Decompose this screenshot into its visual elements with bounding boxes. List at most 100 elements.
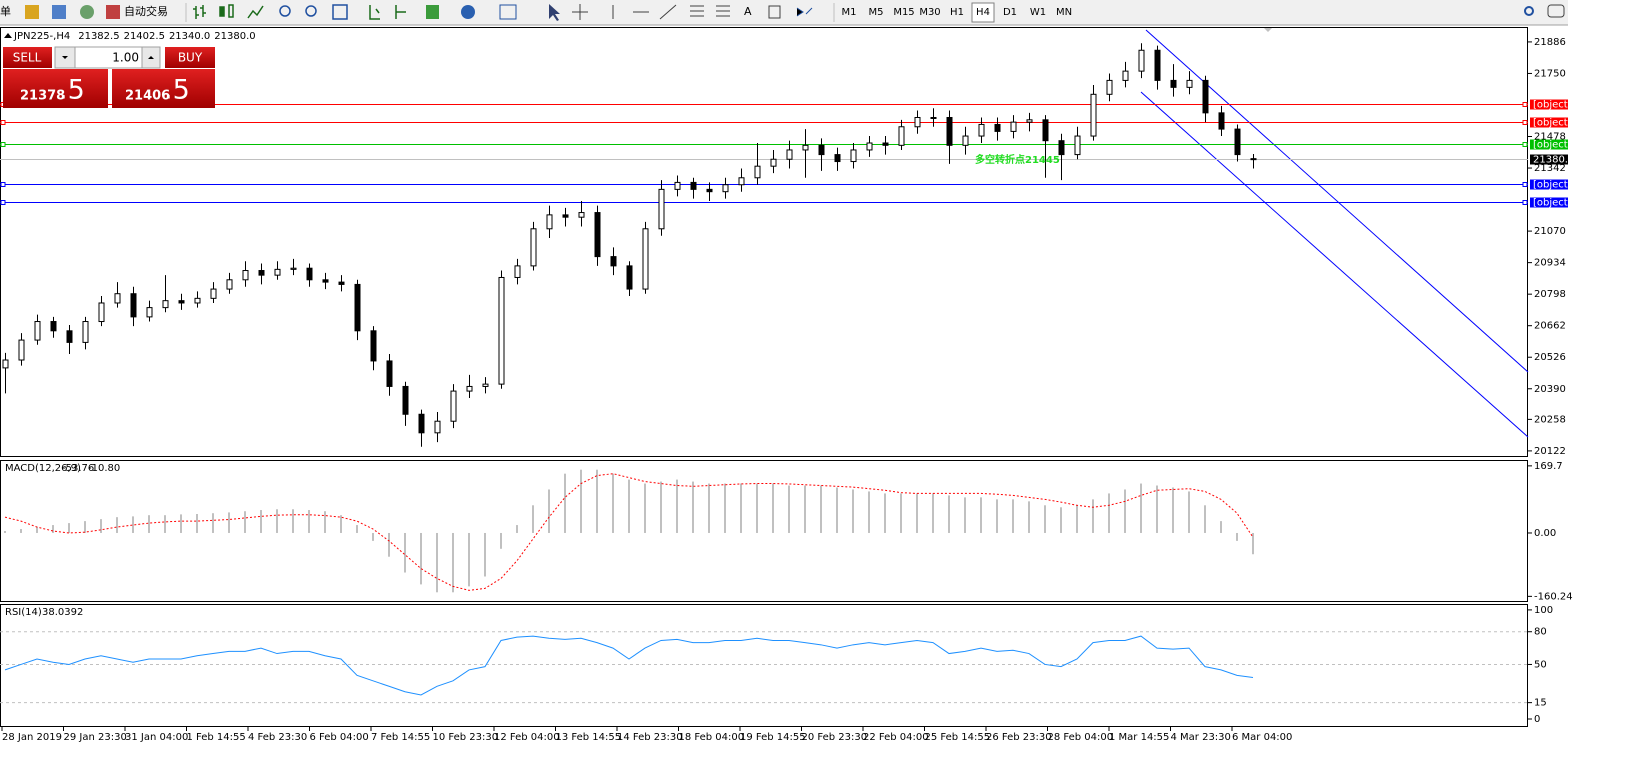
candle-body — [482, 383, 489, 387]
y-tick-label: 169.7 — [1534, 461, 1563, 472]
icon[interactable] — [52, 5, 66, 19]
buy-price-box[interactable] — [112, 69, 215, 108]
candle-body — [66, 330, 73, 343]
x-tick-label: 28 Feb 04:00 — [1048, 732, 1114, 743]
sell-price-fraction[interactable]: .5 — [59, 75, 85, 106]
cursor-icon[interactable] — [549, 4, 560, 21]
timeframe-button[interactable]: M5 — [869, 7, 884, 18]
sell-button[interactable] — [3, 47, 52, 68]
buy-label[interactable]: BUY — [178, 51, 203, 65]
timeframe-button[interactable]: H4 — [976, 7, 990, 18]
y-tick-label: -160.24 — [1534, 591, 1573, 602]
candle-body — [210, 288, 217, 299]
candle-body — [722, 184, 729, 193]
level-handle — [1522, 102, 1528, 107]
candle-body — [802, 144, 809, 151]
sell-price[interactable]: 21378 — [20, 89, 65, 104]
candle-body — [898, 126, 905, 146]
candle-body — [34, 321, 41, 341]
dropdown-arrow — [62, 56, 68, 59]
candle-body — [530, 228, 537, 267]
icon[interactable] — [395, 5, 406, 19]
shift-marker — [1264, 28, 1272, 32]
candle-body — [338, 281, 345, 285]
crosshair-icon[interactable] — [572, 4, 588, 20]
label-tool[interactable] — [768, 5, 781, 19]
x-tick-label: 25 Feb 14:55 — [925, 732, 991, 743]
icon[interactable] — [279, 5, 291, 17]
macd-panel: MACD(12,26,9)-53.76-10.80 169.7 0.00 -160.2… — [4, 461, 1573, 602]
search-icon[interactable] — [1524, 6, 1534, 16]
y-tick-label: 20798 — [1534, 289, 1566, 300]
candle-body — [1074, 135, 1081, 156]
icon[interactable] — [369, 5, 380, 20]
timeframe-button[interactable]: M30 — [919, 7, 940, 18]
buy-button[interactable] — [165, 47, 215, 68]
candle-body — [162, 300, 169, 309]
panel-toggle[interactable] — [4, 33, 12, 38]
line-tools[interactable] — [612, 4, 730, 20]
arrow-tool[interactable] — [796, 7, 813, 17]
header-value: 21340.0 — [169, 31, 210, 42]
icon[interactable] — [461, 5, 475, 19]
candle-body — [258, 270, 265, 276]
y-tick-label: 20258 — [1534, 414, 1566, 425]
timeframe-button[interactable]: M1 — [842, 7, 857, 18]
icon[interactable] — [499, 4, 517, 20]
buy-price-fraction[interactable]: .5 — [164, 75, 190, 106]
channel-line[interactable] — [1145, 29, 1529, 373]
icon[interactable] — [80, 5, 94, 19]
timeframe-button[interactable]: MN — [1056, 7, 1072, 18]
icon[interactable] — [228, 4, 234, 18]
x-tick-label: 7 Feb 14:55 — [371, 732, 430, 743]
header-value: 21382.5 — [78, 31, 119, 42]
icon[interactable] — [426, 5, 439, 19]
candle-body — [1010, 121, 1017, 132]
x-tick-label: 1 Mar 14:55 — [1109, 732, 1169, 743]
y-tick-label: 0 — [1534, 714, 1540, 725]
timeframe-button[interactable]: H1 — [950, 7, 964, 18]
y-tick-label: 20122 — [1534, 446, 1566, 457]
level-label-bg — [1530, 139, 1568, 150]
lot-value[interactable]: 1.00 — [112, 51, 139, 65]
level-handle — [0, 200, 6, 205]
x-tick-label: 13 Feb 14:55 — [556, 732, 622, 743]
candle-body — [834, 154, 841, 163]
icon[interactable] — [219, 6, 225, 17]
autotrade-label[interactable]: 自动交易 — [124, 4, 168, 18]
icon[interactable] — [332, 4, 348, 20]
main-chart: 21886 21750 21478 21342 21070 20934 20798 20662… — [0, 37, 1607, 457]
icon[interactable] — [193, 5, 206, 19]
icon[interactable] — [106, 5, 120, 19]
timeframe-button[interactable]: M15 — [893, 7, 914, 18]
menu-label[interactable]: 单 — [0, 5, 11, 18]
sell-label[interactable]: SELL — [13, 51, 42, 65]
chat-icon[interactable] — [1547, 4, 1565, 18]
channel-line[interactable] — [1140, 91, 1529, 438]
one-click-trading: SELL 1.00 BUY 21378 .5 21406 .5 — [3, 46, 215, 108]
candle-body — [546, 214, 553, 230]
y-tick-label: 21886 — [1534, 37, 1566, 48]
annotation: 多空转折点21445 — [975, 153, 1060, 166]
timeframe-button[interactable]: D1 — [1003, 7, 1017, 18]
candle-body — [914, 116, 921, 128]
candle-body — [674, 181, 681, 190]
icon[interactable] — [305, 5, 317, 17]
icon[interactable] — [25, 5, 39, 19]
level-handle — [0, 120, 6, 125]
icon[interactable] — [247, 5, 264, 19]
chart-type-icons[interactable] — [193, 4, 406, 20]
candle-body — [178, 300, 185, 304]
candle-body — [242, 270, 249, 281]
candle-body — [306, 267, 313, 281]
level-label-bg — [1530, 117, 1568, 128]
buy-price[interactable]: 21406 — [125, 89, 170, 104]
sell-price-box[interactable] — [3, 69, 108, 108]
x-tick-label: 28 Jan 2019 — [2, 732, 62, 743]
timeframe-button[interactable]: W1 — [1030, 7, 1046, 18]
candle-body — [466, 385, 473, 392]
candle-body — [626, 265, 633, 290]
candle-body — [130, 293, 137, 318]
candle-body — [994, 123, 1001, 132]
text-tool[interactable]: A — [744, 5, 752, 18]
